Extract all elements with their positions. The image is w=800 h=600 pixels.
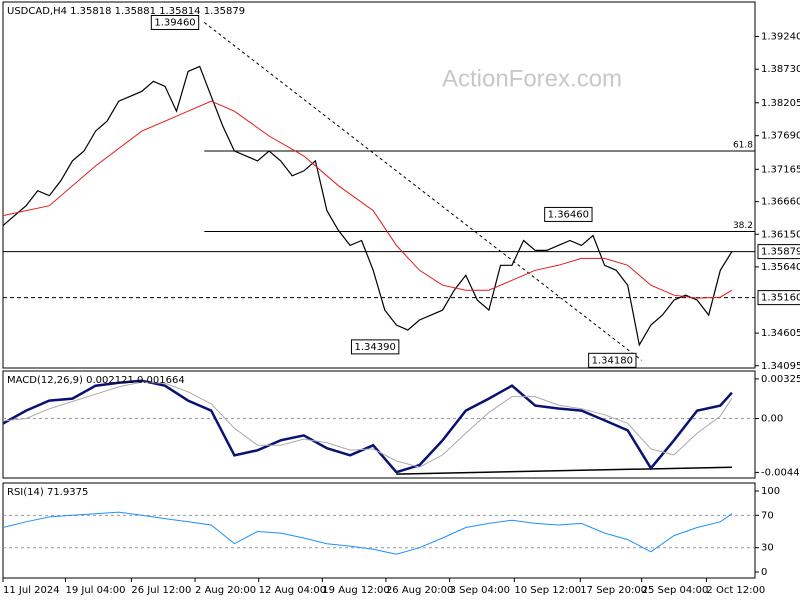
x-tick-label: 12 Aug 04:00 bbox=[259, 585, 326, 596]
x-tick-label: 11 Jul 2024 bbox=[3, 585, 60, 596]
x-tick-label: 26 Jul 12:00 bbox=[131, 585, 191, 596]
fib-label: 38.2 bbox=[733, 221, 753, 231]
x-tick-label: 25 Sep 04:00 bbox=[642, 585, 709, 596]
x-tick-label: 3 Sep 04:00 bbox=[450, 585, 510, 596]
series-line bbox=[2, 511, 733, 555]
pane-title: RSI(14) 71.9375 bbox=[7, 487, 88, 498]
fib-label: 61.8 bbox=[733, 140, 753, 150]
y-tick-label: 30 bbox=[761, 543, 774, 554]
y-tick-label: 0.003259 bbox=[761, 374, 800, 385]
level-label-box bbox=[757, 244, 800, 260]
x-tick-label: 2 Oct 12:00 bbox=[706, 585, 765, 596]
y-tick-label: 1.38205 bbox=[761, 98, 800, 109]
price-annotation-box bbox=[150, 14, 200, 30]
y-tick-label: 1.36150 bbox=[761, 229, 800, 240]
y-tick-label: 1.37165 bbox=[761, 164, 800, 175]
x-tick-label: 19 Jul 04:00 bbox=[65, 585, 125, 596]
price-annotation: 1.39460 bbox=[154, 17, 195, 28]
x-tick-label: 10 Sep 12:00 bbox=[514, 585, 581, 596]
level-label: 1.35879 bbox=[761, 247, 800, 258]
x-tick-label: 19 Aug 12:00 bbox=[322, 585, 389, 596]
y-tick-label: -0.004439 bbox=[761, 467, 800, 478]
x-tick-label: 17 Sep 20:00 bbox=[580, 585, 647, 596]
price-annotation: 1.34180 bbox=[592, 355, 633, 366]
pane-title: MACD(12,26,9) 0.002121 0.001664 bbox=[7, 375, 185, 386]
price-annotation: 1.36460 bbox=[548, 209, 589, 220]
x-tick-label: 2 Aug 20:00 bbox=[195, 585, 256, 596]
series-line bbox=[2, 381, 733, 468]
pane-title: USDCAD,H4 1.35818 1.35881 1.35814 1.3587… bbox=[7, 6, 245, 17]
y-tick-label: 70 bbox=[761, 510, 774, 521]
series-line bbox=[2, 65, 733, 347]
y-tick-label: 0 bbox=[761, 567, 767, 578]
pane-frame bbox=[2, 482, 756, 579]
price-annotation-box bbox=[544, 206, 593, 222]
level-label-box bbox=[757, 290, 800, 306]
level-label: 1.35160 bbox=[761, 293, 800, 304]
series-line bbox=[2, 100, 733, 299]
trendline bbox=[396, 466, 732, 475]
y-tick-label: 1.38730 bbox=[761, 64, 800, 75]
y-tick-label: 0.00 bbox=[761, 413, 783, 424]
y-tick-label: 1.34605 bbox=[761, 328, 800, 339]
y-tick-label: 1.36660 bbox=[761, 197, 800, 208]
watermark: ActionForex.com bbox=[442, 65, 622, 92]
price-annotation-box bbox=[350, 339, 400, 355]
price-annotation-box bbox=[588, 352, 637, 368]
y-tick-label: 1.35640 bbox=[761, 262, 800, 273]
pane-frame bbox=[2, 370, 756, 479]
x-tick-label: 26 Aug 20:00 bbox=[386, 585, 453, 596]
price-annotation: 1.34390 bbox=[354, 342, 395, 353]
y-tick-label: 100 bbox=[761, 486, 780, 497]
y-tick-label: 1.37690 bbox=[761, 131, 800, 142]
pane-frame bbox=[2, 1, 756, 369]
series-line bbox=[2, 379, 733, 474]
y-tick-label: 1.34095 bbox=[761, 361, 800, 372]
trendline bbox=[203, 22, 642, 361]
y-tick-label: 1.39240 bbox=[761, 32, 800, 43]
